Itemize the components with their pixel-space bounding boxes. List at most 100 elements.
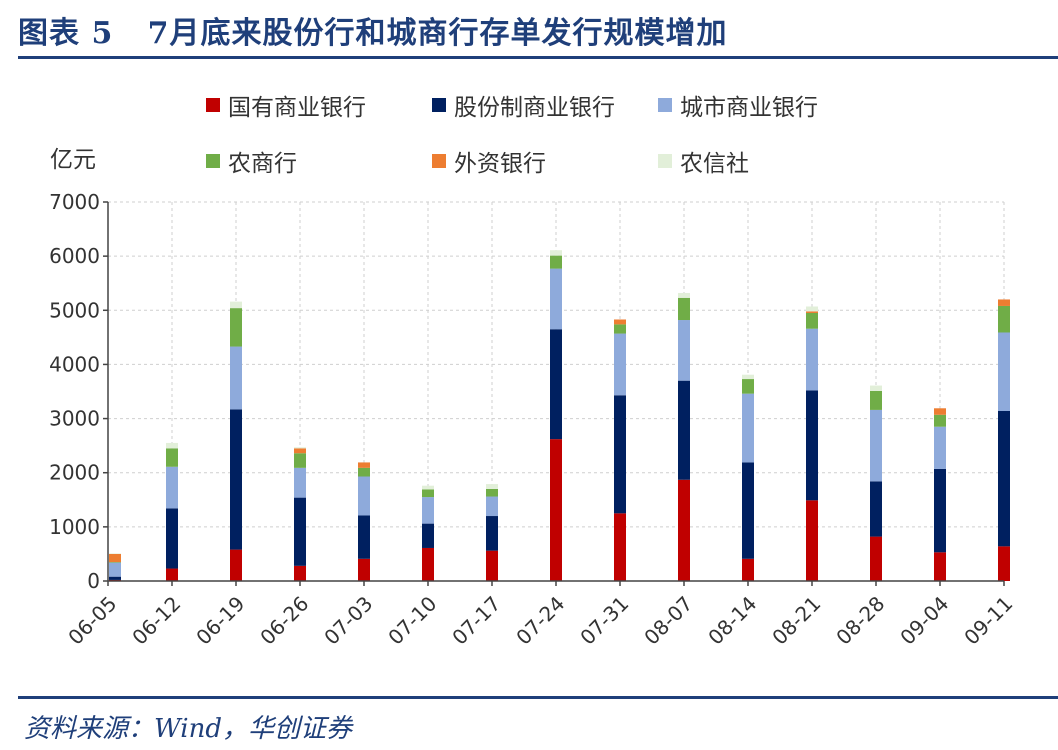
y-tick-label: 6000 — [49, 244, 100, 268]
bar-segment — [934, 552, 946, 581]
bar-segment — [870, 385, 882, 391]
x-tick-label: 07-31 — [575, 591, 633, 649]
bar-segment — [230, 308, 242, 347]
y-tick-label: 3000 — [49, 407, 100, 431]
y-tick-label: 1000 — [49, 515, 100, 539]
bar-segment — [230, 409, 242, 550]
legend-swatch-state-banks — [206, 98, 220, 112]
bar-segment — [422, 547, 434, 581]
bar-segment — [294, 467, 306, 498]
legend-swatch-rural-commercial-banks — [206, 154, 220, 168]
bar-segment — [109, 553, 121, 554]
legend-item-rural-commercial-banks: 农商行 — [206, 144, 297, 178]
y-tick-label: 0 — [87, 569, 100, 593]
legend-label-rural-credit-coops: 农信社 — [680, 151, 749, 177]
bar-segment — [109, 562, 121, 577]
legend-swatch-foreign-banks — [432, 154, 446, 168]
bar-segment — [550, 255, 562, 269]
legend-label-city-banks: 城市商业银行 — [680, 95, 818, 121]
title-underline — [18, 56, 1058, 59]
bar-segment — [294, 453, 306, 468]
bars — [109, 250, 1010, 581]
bar-segment — [358, 558, 370, 581]
legend-label-state-banks: 国有商业银行 — [228, 95, 366, 121]
bar-segment — [294, 565, 306, 581]
bar-segment — [934, 408, 946, 415]
bar-segment — [678, 479, 690, 581]
bar-segment — [486, 496, 498, 517]
bar-segment — [109, 562, 121, 563]
legend-label-rural-commercial-banks: 农商行 — [228, 151, 297, 177]
x-tick-label: 08-21 — [767, 591, 825, 649]
bar-segment — [550, 439, 562, 581]
bar-segment — [294, 497, 306, 566]
x-tick-label: 08-28 — [831, 591, 889, 649]
bar-segment — [806, 328, 818, 391]
bar-segment — [422, 523, 434, 548]
bar-segment — [166, 508, 178, 569]
legend-swatch-rural-credit-coops — [658, 154, 672, 168]
bar-segment — [422, 497, 434, 524]
bar-segment — [358, 515, 370, 559]
bar-segment — [422, 485, 434, 490]
bar-segment — [294, 448, 306, 454]
source-note: 资料来源：Wind，华创证券 — [24, 714, 352, 744]
y-tick-label: 4000 — [49, 352, 100, 376]
bar-segment — [166, 448, 178, 467]
bar-segment — [550, 329, 562, 440]
x-tick-label: 09-11 — [959, 591, 1017, 649]
legend-item-state-banks: 国有商业银行 — [206, 88, 366, 122]
bar-segment — [166, 442, 178, 449]
bar-segment — [998, 299, 1010, 306]
bar-segment — [806, 390, 818, 501]
x-tick-label: 07-24 — [511, 591, 569, 649]
bar-segment — [614, 333, 626, 396]
bar-segment — [806, 306, 818, 312]
bar-segment — [806, 311, 818, 313]
bar-segment — [614, 513, 626, 581]
bar-segment — [998, 332, 1010, 411]
bar-segment — [486, 484, 498, 489]
bar-segment — [806, 500, 818, 581]
bar-segment — [998, 546, 1010, 581]
bar-segment — [934, 426, 946, 469]
legend-swatch-joint-stock-banks — [432, 98, 446, 112]
bar-segment — [742, 379, 754, 394]
figure-title: 图表 5 7月底来股份行和城商行存单发行规模增加 — [18, 16, 728, 51]
bar-segment — [486, 550, 498, 581]
y-tick-label: 5000 — [49, 298, 100, 322]
bar-segment — [422, 489, 434, 498]
legend-item-rural-credit-coops: 农信社 — [658, 144, 749, 178]
bar-segment — [742, 558, 754, 581]
legend-item-city-banks: 城市商业银行 — [658, 88, 818, 122]
bar-segment — [614, 319, 626, 325]
bar-segment — [934, 468, 946, 553]
bar-segment — [742, 462, 754, 559]
bar-segment — [742, 374, 754, 380]
bar-segment — [998, 305, 1010, 333]
y-axis-unit-label: 亿元 — [50, 147, 96, 173]
x-tick-label: 08-07 — [639, 591, 697, 649]
x-tick-label: 07-03 — [319, 591, 377, 649]
x-tick-label: 07-17 — [447, 591, 505, 649]
bar-segment — [358, 462, 370, 468]
bar-segment — [230, 346, 242, 410]
x-tick-label: 09-04 — [895, 591, 953, 649]
y-tick-label: 2000 — [49, 461, 100, 485]
x-tick-label: 07-10 — [383, 591, 441, 649]
gridlines — [108, 201, 1005, 581]
footer-rule — [18, 696, 1058, 699]
legend-item-joint-stock-banks: 股份制商业银行 — [432, 88, 615, 122]
bar-segment — [166, 568, 178, 581]
bar-segment — [550, 250, 562, 256]
bar-segment — [230, 549, 242, 581]
bar-segment — [614, 395, 626, 514]
bar-segment — [934, 414, 946, 427]
bar-segment — [678, 292, 690, 298]
bar-segment — [109, 576, 121, 580]
bar-segment — [294, 447, 306, 449]
bar-segment — [550, 268, 562, 330]
x-tick-label: 08-14 — [703, 591, 761, 649]
bar-segment — [870, 390, 882, 410]
bar-segment — [166, 466, 178, 509]
